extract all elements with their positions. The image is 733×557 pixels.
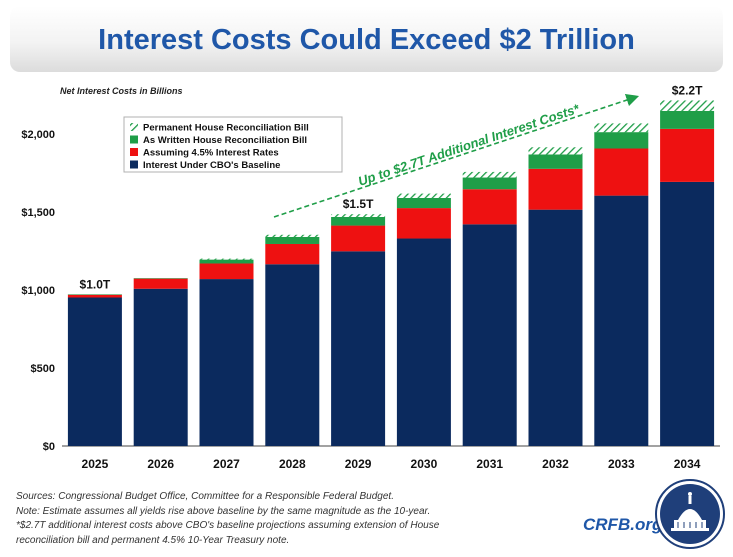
- bar-interest-under-cbo-s-baseline-2032: [528, 209, 583, 446]
- legend-label-as-written-house-reconciliation-bill: As Written House Reconciliation Bill: [143, 135, 307, 146]
- x-tick-label: 2030: [411, 457, 438, 471]
- total-label-2029: $1.5T: [343, 197, 374, 211]
- x-tick-label: 2027: [213, 457, 240, 471]
- bars: [67, 100, 715, 446]
- page-title: Interest Costs Could Exceed $2 Trillion: [98, 24, 635, 56]
- capitol-seal-icon: [655, 479, 725, 549]
- x-tick-label: 2025: [82, 457, 109, 471]
- x-tick-label: 2026: [147, 457, 174, 471]
- bar-as-written-house-reconciliation-bill-2029: [331, 216, 386, 226]
- bar-assuming-4-5-interest-rates-2029: [331, 225, 386, 252]
- bar-interest-under-cbo-s-baseline-2026: [133, 288, 188, 446]
- bar-permanent-house-reconciliation-bill-2033: [594, 123, 649, 133]
- bar-interest-under-cbo-s-baseline-2029: [331, 251, 386, 446]
- bar-permanent-house-reconciliation-bill-2032: [528, 147, 583, 155]
- bar-assuming-4-5-interest-rates-2032: [528, 168, 583, 210]
- chart-subtitle: Net Interest Costs in Billions: [60, 86, 183, 96]
- legend-swatch-permanent-house-reconciliation-bill: [130, 123, 138, 131]
- y-tick-label: $0: [43, 441, 55, 453]
- bar-assuming-4-5-interest-rates-2025: [67, 294, 122, 298]
- legend-swatch-interest-under-cbo-s-baseline: [130, 160, 138, 169]
- bar-permanent-house-reconciliation-bill-2029: [331, 214, 386, 217]
- bar-assuming-4-5-interest-rates-2034: [660, 128, 715, 182]
- note-sources: Sources: Congressional Budget Office, Co…: [16, 491, 394, 502]
- total-label-2034: $2.2T: [672, 83, 703, 97]
- legend-label-assuming-4-5-interest-rates: Assuming 4.5% Interest Rates: [143, 148, 279, 159]
- footnotes: Sources: Congressional Budget Office, Co…: [16, 490, 536, 548]
- total-label-2025: $1.0T: [80, 277, 111, 291]
- y-tick-label: $1,500: [21, 207, 55, 219]
- bar-interest-under-cbo-s-baseline-2030: [396, 238, 451, 446]
- bar-as-written-house-reconciliation-bill-2026: [133, 278, 188, 279]
- bar-assuming-4-5-interest-rates-2026: [133, 278, 188, 289]
- legend-swatch-assuming-4-5-interest-rates: [130, 148, 138, 156]
- x-tick-label: 2033: [608, 457, 635, 471]
- bar-interest-under-cbo-s-baseline-2025: [67, 297, 122, 446]
- x-tick-label: 2032: [542, 457, 569, 471]
- legend-box: [123, 116, 343, 173]
- bar-interest-under-cbo-s-baseline-2027: [199, 279, 254, 446]
- bar-as-written-house-reconciliation-bill-2031: [462, 177, 517, 190]
- y-tick-label: $1,000: [21, 285, 55, 297]
- x-axis: 2025 2026 2027 2028 2029 2030 2031 2032 2033 2034: [82, 457, 701, 471]
- bar-interest-under-cbo-s-baseline-2031: [462, 224, 517, 446]
- bar-permanent-house-reconciliation-bill-2028: [265, 234, 320, 237]
- bar-assuming-4-5-interest-rates-2028: [265, 243, 320, 265]
- x-tick-label: 2031: [476, 457, 503, 471]
- bar-permanent-house-reconciliation-bill-2030: [396, 193, 451, 198]
- x-tick-label: 2029: [345, 457, 372, 471]
- value-annotations: $1.0T $1.5T $2.2T: [80, 83, 704, 291]
- bar-interest-under-cbo-s-baseline-2033: [594, 195, 649, 446]
- bar-assuming-4-5-interest-rates-2031: [462, 189, 517, 225]
- bar-as-written-house-reconciliation-bill-2027: [199, 259, 254, 264]
- bar-as-written-house-reconciliation-bill-2032: [528, 154, 583, 169]
- x-tick-label: 2028: [279, 457, 306, 471]
- bar-assuming-4-5-interest-rates-2027: [199, 263, 254, 280]
- bar-assuming-4-5-interest-rates-2030: [396, 208, 451, 239]
- note-assumption: Note: Estimate assumes all yields rise a…: [16, 505, 431, 517]
- bar-as-written-house-reconciliation-bill-2033: [594, 132, 649, 149]
- bar-permanent-house-reconciliation-bill-2034: [660, 100, 715, 111]
- bar-interest-under-cbo-s-baseline-2028: [265, 264, 320, 446]
- y-tick-label: $500: [31, 363, 55, 375]
- bar-as-written-house-reconciliation-bill-2034: [660, 110, 715, 129]
- legend-swatch-as-written-house-reconciliation-bill: [130, 135, 138, 144]
- bar-assuming-4-5-interest-rates-2033: [594, 148, 649, 196]
- title-banner: Interest Costs Could Exceed $2 Trillion: [10, 6, 723, 72]
- bar-permanent-house-reconciliation-bill-2031: [462, 171, 517, 178]
- bar-permanent-house-reconciliation-bill-2027: [199, 258, 254, 260]
- bar-as-written-house-reconciliation-bill-2025: [67, 294, 122, 295]
- legend-label-permanent-house-reconciliation-bill: Permanent House Reconciliation Bill: [143, 123, 309, 134]
- bar-interest-under-cbo-s-baseline-2034: [660, 181, 715, 446]
- y-axis: $0 $500 $1,000 $1,500 $2,000: [21, 129, 720, 453]
- x-tick-label: 2034: [674, 457, 701, 471]
- bar-as-written-house-reconciliation-bill-2028: [265, 236, 320, 244]
- legend-label-interest-under-cbo-s-baseline: Interest Under CBO's Baseline: [143, 160, 280, 171]
- bar-as-written-house-reconciliation-bill-2030: [396, 197, 451, 209]
- y-tick-label: $2,000: [21, 129, 55, 141]
- brand-label: CRFB.org: [583, 515, 663, 534]
- note-asterisk-cont: reconciliation bill and permanent 4.5% 1…: [16, 534, 290, 546]
- note-asterisk: *$2.7T additional interest costs above C…: [16, 520, 440, 531]
